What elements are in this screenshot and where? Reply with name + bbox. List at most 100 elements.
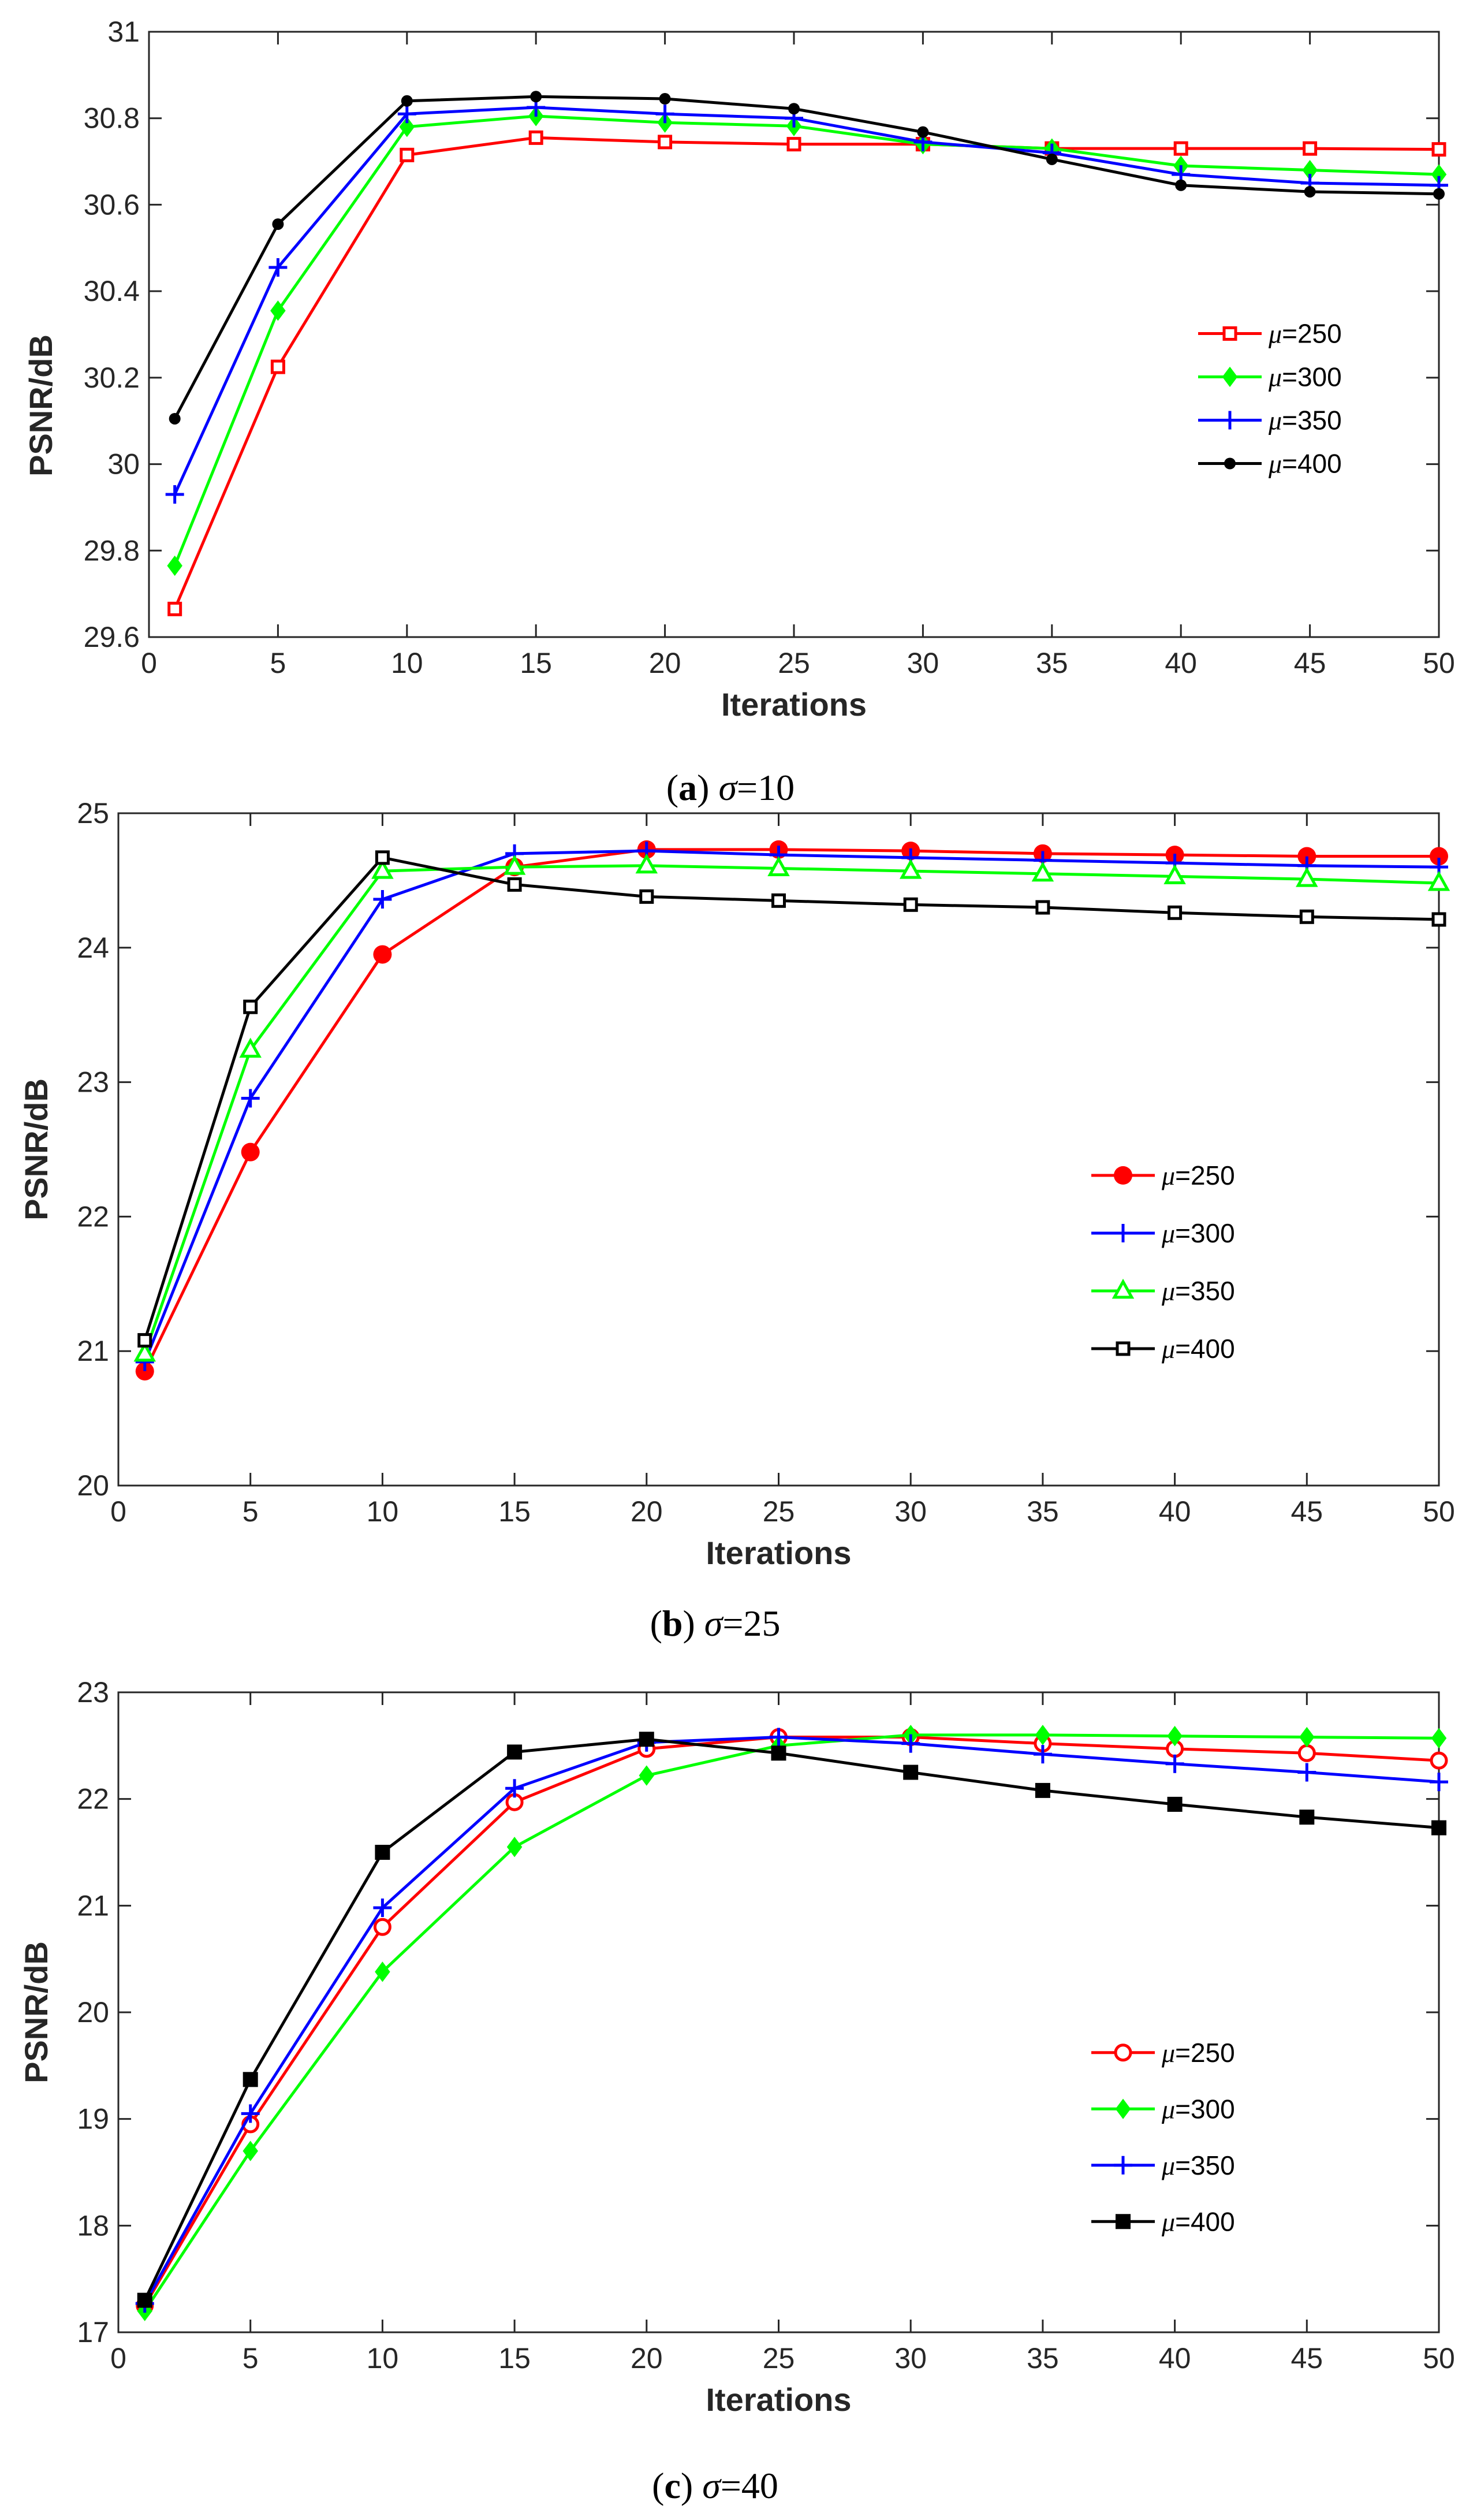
x-tick-label: 0: [110, 1495, 126, 1528]
caption-part: [695, 1603, 704, 1644]
x-tick-label: 35: [1036, 647, 1068, 679]
data-point: [1168, 905, 1183, 920]
data-point: [1430, 1773, 1448, 1792]
data-point: [655, 105, 674, 124]
data-point: [1033, 1745, 1052, 1764]
data-point: [1035, 1782, 1050, 1798]
series-1: [167, 130, 1446, 616]
caption-part: =25: [722, 1603, 780, 1644]
data-point: [1296, 866, 1318, 887]
data-point: [241, 1142, 260, 1162]
x-tick-label: 5: [270, 647, 286, 679]
data-point: [1035, 900, 1050, 915]
legend-label-value: =250: [1175, 1160, 1235, 1190]
data-point: [903, 897, 918, 912]
legend-box: [1186, 311, 1395, 486]
data-point: [375, 1961, 390, 1982]
caption-part: ): [697, 767, 709, 808]
data-point: [397, 105, 416, 124]
y-tick-label: 17: [77, 2316, 109, 2348]
legend-label: μ=300: [1268, 362, 1342, 392]
data-point: [1430, 1751, 1448, 1770]
series-4: [137, 1732, 1446, 2308]
x-tick-label: 40: [1159, 1495, 1191, 1528]
data-point: [1431, 912, 1446, 927]
data-point: [399, 117, 415, 137]
data-point: [1303, 141, 1318, 156]
data-point: [243, 2072, 258, 2087]
legend-label-value: =400: [1282, 449, 1342, 479]
data-point: [400, 147, 415, 162]
data-point: [1046, 153, 1058, 165]
x-tick-label: 30: [907, 647, 939, 679]
data-point: [1299, 1810, 1315, 1825]
legend-label: μ=300: [1161, 1218, 1235, 1248]
data-point: [528, 130, 543, 145]
panel-caption: (c) σ=40: [652, 2465, 778, 2506]
data-point: [1433, 188, 1445, 200]
x-tick-label: 20: [631, 2342, 663, 2374]
data-point: [373, 945, 392, 964]
data-point: [1297, 1744, 1316, 1762]
x-tick-label: 0: [110, 2342, 126, 2374]
legend-label: μ=350: [1161, 2150, 1235, 2180]
data-point: [1427, 870, 1450, 891]
y-tick-label: 30.2: [84, 362, 140, 394]
y-tick-label: 30: [107, 448, 140, 481]
data-point: [507, 1744, 523, 1760]
y-tick-label: 23: [77, 1676, 109, 1708]
caption-part: σ: [718, 767, 738, 808]
x-tick-label: 50: [1423, 647, 1455, 679]
y-tick-label: 30.6: [84, 188, 140, 221]
data-point: [767, 856, 790, 876]
data-point: [1299, 909, 1314, 924]
y-tick-label: 21: [77, 1889, 109, 1922]
caption-part: [709, 767, 718, 808]
legend-label-symbol: μ: [1161, 1219, 1175, 1248]
caption-part: (: [666, 767, 678, 808]
data-point: [1035, 1725, 1051, 1745]
series-3: [133, 853, 1450, 1362]
legend-label-symbol: μ: [1161, 2038, 1175, 2068]
data-point: [1167, 1796, 1183, 1812]
legend-label-symbol: μ: [1268, 449, 1282, 479]
caption-part: (: [650, 1603, 662, 1644]
y-tick-label: 29.6: [84, 621, 140, 653]
x-tick-label: 45: [1294, 647, 1326, 679]
legend-label-value: =350: [1175, 1276, 1235, 1306]
data-point: [530, 91, 542, 103]
data-point: [270, 300, 286, 321]
data-point: [1430, 847, 1448, 866]
data-point: [503, 854, 526, 875]
legend-label-symbol: μ: [1268, 363, 1282, 392]
caption-part: (: [652, 2465, 664, 2506]
legend-label-symbol: μ: [1161, 2207, 1175, 2236]
x-tick-label: 25: [778, 647, 810, 679]
legend-label: μ=250: [1161, 1160, 1235, 1190]
x-tick-label: 10: [367, 2342, 399, 2374]
data-point: [241, 2104, 260, 2123]
chart-panel-1: 0 5 10 15 20 25 30 35 40 45 50 29.6 29.8 30 30.2 30.4 30…: [23, 16, 1455, 808]
legend-label: μ=300: [1161, 2094, 1235, 2124]
series-3: [135, 1728, 1448, 2313]
y-tick-label: 24: [77, 932, 109, 964]
data-point: [137, 2292, 152, 2308]
legend-swatch-marker: [1224, 457, 1236, 470]
legend-box: [1079, 2024, 1334, 2250]
data-point: [1173, 141, 1188, 156]
legend-swatch-marker: [1221, 411, 1239, 430]
legend-swatch-marker: [1112, 1278, 1135, 1299]
data-point: [507, 877, 522, 892]
x-tick-label: 30: [894, 2342, 927, 2374]
y-tick-label: 19: [77, 2103, 109, 2135]
x-tick-label: 50: [1423, 2342, 1455, 2374]
data-point: [1031, 861, 1054, 882]
data-point: [786, 137, 801, 152]
legend-label-value: =300: [1282, 362, 1342, 392]
chart-panel-3: 0 5 10 15 20 25 30 35 40 45 50 17 18 19 20 21 22 23 Iterat…: [18, 1676, 1455, 2506]
x-tick-label: 10: [367, 1495, 399, 1528]
legend-label: μ=350: [1161, 1276, 1235, 1306]
y-tick-label: 30.8: [84, 102, 140, 135]
x-tick-label: 25: [763, 1495, 795, 1528]
